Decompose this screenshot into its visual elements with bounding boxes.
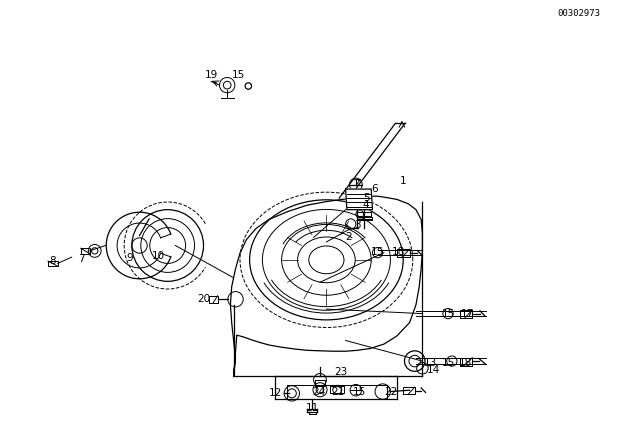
Text: 21: 21 [332, 387, 344, 397]
Text: 13: 13 [424, 358, 436, 368]
Text: 5: 5 [363, 193, 369, 203]
Text: 15: 15 [232, 70, 244, 80]
Text: 12: 12 [269, 388, 282, 398]
Text: 15: 15 [353, 387, 366, 397]
Text: 3: 3 [354, 220, 360, 230]
Text: 15: 15 [371, 247, 384, 257]
Text: 17: 17 [461, 309, 474, 319]
Text: 22: 22 [384, 387, 397, 397]
Text: 15: 15 [442, 309, 454, 319]
Text: 11: 11 [306, 403, 319, 413]
Text: 00302973: 00302973 [557, 9, 600, 18]
Text: 4: 4 [363, 200, 369, 210]
Text: 10: 10 [152, 251, 165, 261]
Text: 14: 14 [428, 365, 440, 375]
Text: 6: 6 [371, 184, 378, 194]
Circle shape [245, 83, 252, 89]
Text: 1: 1 [400, 177, 406, 186]
Text: 18: 18 [460, 358, 472, 368]
Polygon shape [346, 189, 372, 210]
Text: 7: 7 [79, 254, 85, 264]
Text: 9: 9 [126, 253, 132, 263]
Text: 2: 2 [346, 233, 352, 242]
Text: 19: 19 [205, 70, 218, 80]
Text: 24: 24 [312, 387, 325, 397]
Text: 8: 8 [49, 256, 56, 266]
Text: 15: 15 [442, 358, 454, 368]
Text: 18: 18 [392, 247, 404, 257]
Text: 23: 23 [334, 367, 347, 377]
Text: 20: 20 [197, 294, 210, 304]
